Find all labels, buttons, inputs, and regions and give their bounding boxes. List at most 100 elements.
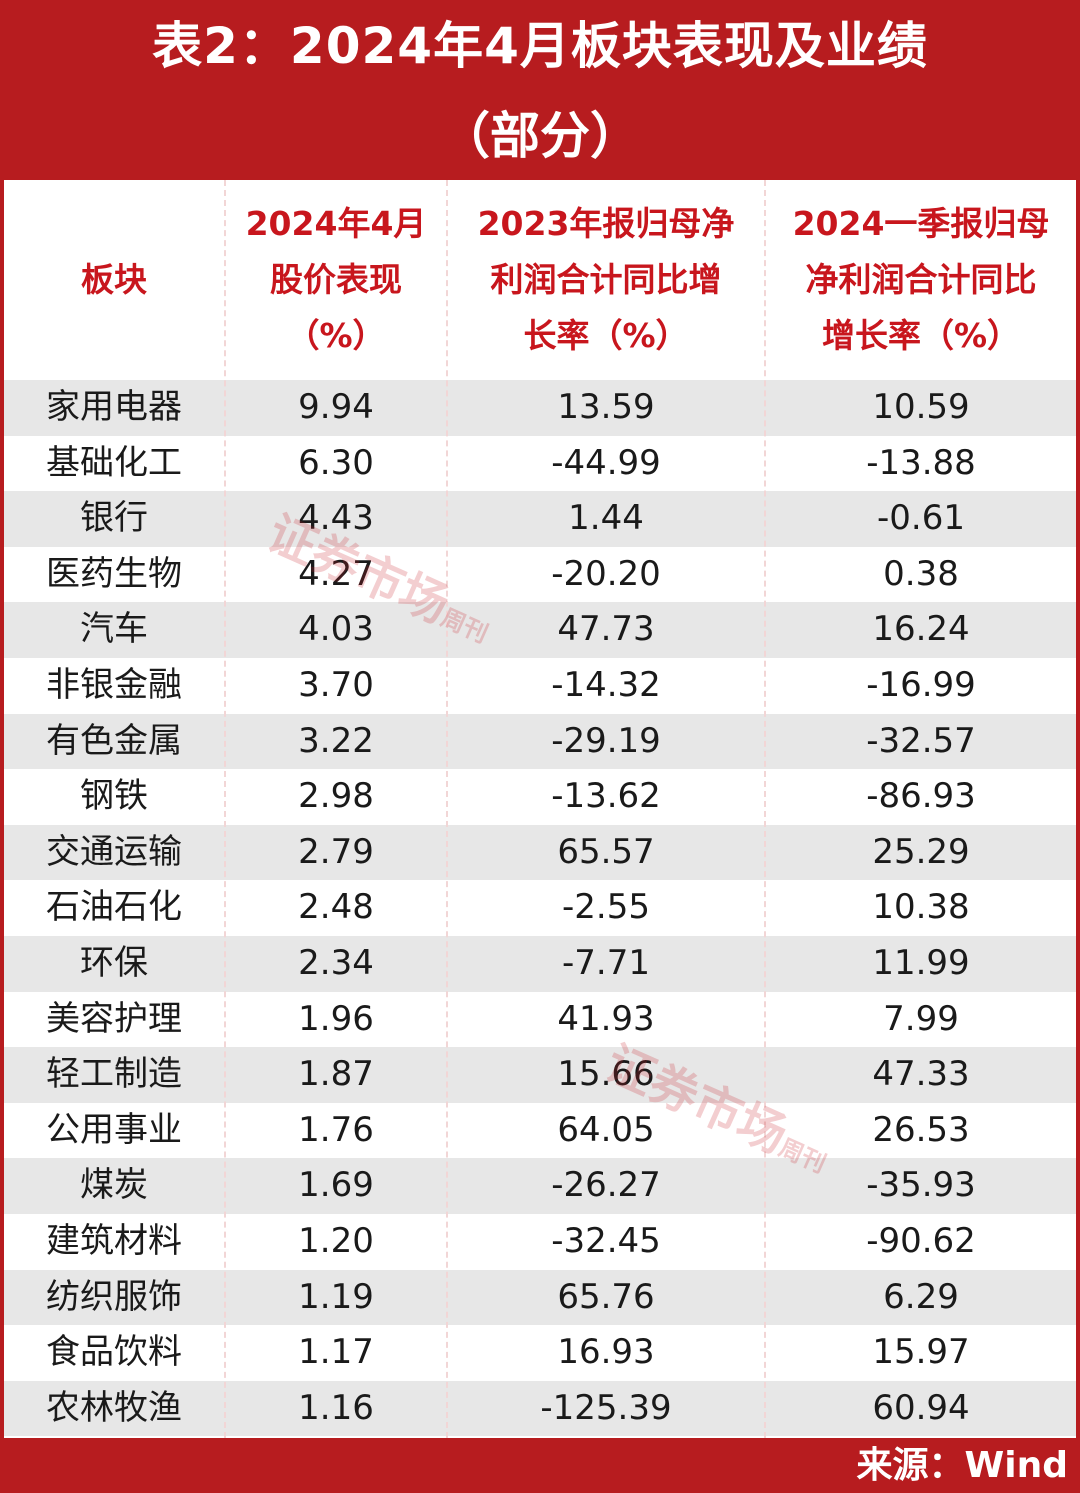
- cell-2023-growth: -26.27: [551, 1165, 661, 1206]
- cell-sector: 交通运输: [46, 831, 182, 872]
- cell-sector: 美容护理: [46, 998, 182, 1039]
- cell-2023-growth: 1.44: [568, 498, 644, 539]
- table-row: 轻工制造 1.87 15.66 47.33: [4, 1047, 1076, 1103]
- cell-sector: 医药生物: [46, 553, 182, 594]
- cell-sector: 农林牧渔: [46, 1387, 182, 1428]
- cell-2024q1-growth: 25.29: [872, 831, 970, 872]
- table-row: 汽车 4.03 47.73 16.24: [4, 602, 1076, 658]
- column-divider: [446, 180, 448, 1438]
- header-april-price: 2024年4月 股价表现 （%）: [226, 180, 446, 380]
- cell-april-price: 2.48: [298, 887, 374, 928]
- title-line-1: 表2：2024年4月板块表现及业绩: [152, 17, 928, 75]
- cell-2024q1-growth: 10.38: [872, 887, 970, 928]
- cell-sector: 环保: [80, 942, 148, 983]
- header-2023-profit-growth: 2023年报归母净 利润合计同比增 长率（%）: [448, 180, 764, 380]
- source-note: 来源：Wind: [856, 1445, 1068, 1486]
- cell-2023-growth: -2.55: [562, 887, 650, 928]
- column-divider: [224, 180, 226, 1438]
- cell-2024q1-growth: -16.99: [866, 664, 976, 705]
- cell-sector: 有色金属: [46, 720, 182, 761]
- header-2024q1-profit-growth: 2024一季报归母 净利润合计同比 增长率（%）: [766, 180, 1076, 380]
- cell-sector: 汽车: [80, 609, 148, 650]
- table-row: 建筑材料 1.20 -32.45 -90.62: [4, 1214, 1076, 1270]
- table-row: 农林牧渔 1.16 -125.39 60.94: [4, 1380, 1076, 1437]
- cell-april-price: 2.98: [298, 776, 374, 817]
- header-april-price-line: 股价表现: [270, 260, 402, 299]
- table-row: 钢铁 2.98 -13.62 -86.93: [4, 769, 1076, 825]
- footer: 来源：Wind: [0, 1438, 1080, 1493]
- header-2023-profit-line: 2023年报归母净: [477, 204, 735, 243]
- cell-april-price: 4.27: [298, 553, 374, 594]
- cell-2023-growth: -29.19: [551, 720, 661, 761]
- cell-2024q1-growth: -90.62: [866, 1220, 976, 1261]
- cell-sector: 食品饮料: [46, 1332, 182, 1373]
- cell-sector: 家用电器: [46, 387, 182, 427]
- cell-sector: 石油石化: [46, 887, 182, 928]
- cell-2023-growth: 64.05: [557, 1109, 655, 1150]
- table-row: 银行 4.43 1.44 -0.61: [4, 491, 1076, 547]
- cell-sector: 钢铁: [80, 776, 148, 817]
- cell-2024q1-growth: 11.99: [872, 942, 970, 983]
- table-row: 交通运输 2.79 65.57 25.29: [4, 824, 1076, 881]
- cell-sector: 非银金融: [46, 664, 182, 705]
- cell-april-price: 1.87: [298, 1054, 374, 1095]
- cell-april-price: 9.94: [298, 387, 374, 427]
- cell-2023-growth: -20.20: [551, 553, 661, 594]
- table-header: 板块 2024年4月 股价表现 （%） 2023年报归母净 利润合计同比增 长率…: [4, 180, 1076, 380]
- cell-sector: 银行: [80, 498, 148, 539]
- cell-2023-growth: 47.73: [557, 609, 655, 650]
- cell-april-price: 2.79: [298, 831, 374, 872]
- table-row: 煤炭 1.69 -26.27 -35.93: [4, 1158, 1076, 1214]
- table-row: 纺织服饰 1.19 65.76 6.29: [4, 1269, 1076, 1326]
- cell-2024q1-growth: 16.24: [872, 609, 970, 650]
- cell-2024q1-growth: 47.33: [872, 1054, 970, 1095]
- cell-2023-growth: -125.39: [540, 1387, 672, 1428]
- cell-2023-growth: 41.93: [557, 998, 655, 1039]
- cell-april-price: 1.19: [298, 1276, 374, 1317]
- title-line-2: （部分）: [440, 107, 640, 165]
- header-april-price-line: 2024年4月: [245, 204, 427, 243]
- cell-2023-growth: -44.99: [551, 442, 661, 483]
- cell-2024q1-growth: 7.99: [883, 998, 959, 1039]
- header-2023-profit-line: 长率（%）: [523, 316, 689, 355]
- table-body: 家用电器 9.94 13.59 10.59 基础化工 6.30 -44.99 -13.88 银行…: [4, 380, 1076, 1437]
- cell-april-price: 1.76: [298, 1109, 374, 1150]
- cell-2024q1-growth: 6.29: [883, 1276, 959, 1317]
- cell-2024q1-growth: -86.93: [866, 776, 976, 817]
- cell-april-price: 4.43: [298, 498, 374, 539]
- cell-2023-growth: -7.71: [562, 942, 650, 983]
- cell-sector: 轻工制造: [46, 1054, 182, 1095]
- cell-april-price: 4.03: [298, 609, 374, 650]
- cell-2023-growth: -14.32: [551, 664, 661, 705]
- table-row: 环保 2.34 -7.71 11.99: [4, 935, 1076, 992]
- header-sector-line: 板块: [81, 260, 147, 299]
- cell-2024q1-growth: 26.53: [872, 1109, 970, 1150]
- cell-2023-growth: 65.76: [557, 1276, 655, 1317]
- cell-april-price: 2.34: [298, 942, 374, 983]
- cell-2024q1-growth: 10.59: [872, 387, 970, 427]
- table-row: 石油石化 2.48 -2.55 10.38: [4, 880, 1076, 936]
- cell-sector: 纺织服饰: [46, 1276, 182, 1317]
- cell-2024q1-growth: -13.88: [866, 442, 976, 483]
- cell-2023-growth: -13.62: [551, 776, 661, 817]
- header-sector: 板块: [4, 180, 224, 380]
- cell-2023-growth: 16.93: [557, 1332, 655, 1373]
- header-2024q1-profit-line: 2024一季报归母: [792, 204, 1050, 243]
- cell-sector: 基础化工: [46, 442, 182, 483]
- header-2023-profit-line: 利润合计同比增: [490, 260, 722, 299]
- cell-sector: 公用事业: [46, 1109, 182, 1150]
- table-row: 公用事业 1.76 64.05 26.53: [4, 1103, 1076, 1159]
- cell-2024q1-growth: 15.97: [872, 1332, 970, 1373]
- cell-2023-growth: 15.66: [557, 1054, 655, 1095]
- data-table: 板块 2024年4月 股价表现 （%） 2023年报归母净 利润合计同比增 长率…: [4, 180, 1076, 1438]
- cell-sector: 建筑材料: [46, 1220, 182, 1261]
- header-2024q1-profit-line: 增长率（%）: [821, 316, 1021, 355]
- header-2024q1-profit-line: 净利润合计同比: [805, 260, 1037, 299]
- column-divider: [764, 180, 766, 1438]
- table-row: 医药生物 4.27 -20.20 0.38: [4, 547, 1076, 603]
- cell-april-price: 6.30: [298, 442, 374, 483]
- table-row: 食品饮料 1.17 16.93 15.97: [4, 1325, 1076, 1381]
- cell-2024q1-growth: 0.38: [883, 553, 959, 594]
- header-april-price-line: （%）: [286, 316, 386, 355]
